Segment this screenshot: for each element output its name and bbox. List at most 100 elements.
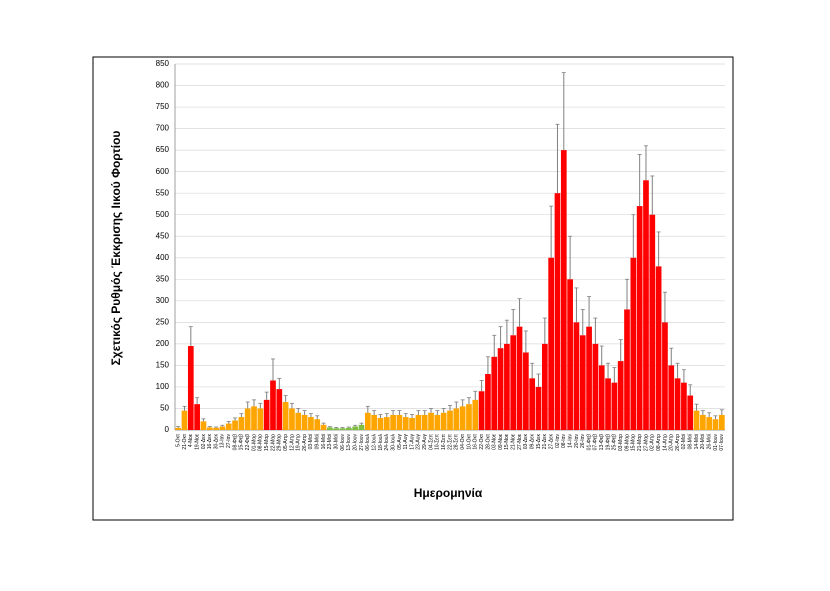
bar (586, 326, 592, 430)
y-tick-label: 400 (156, 253, 170, 262)
bar (668, 365, 675, 430)
x-tick-label: 17-Αυγ (409, 434, 415, 450)
bar (225, 423, 232, 430)
bar (200, 421, 207, 430)
bar (611, 382, 618, 430)
x-tick-label: 27-Ιουν (359, 434, 365, 451)
x-tick-label: 23-Αυγ (416, 434, 422, 450)
x-tick-label: 22-Οκτ (479, 434, 485, 450)
x-tick-label: 02-Απρ (650, 434, 656, 451)
x-tick-label: 01-Ιουν (713, 434, 719, 451)
x-tick-label: 08-Μαρ (258, 434, 264, 451)
bar (643, 180, 649, 430)
x-tick-label: 21-Νοε (511, 433, 517, 450)
bar (459, 406, 466, 430)
bar (485, 374, 491, 430)
y-tick-label: 500 (156, 210, 170, 219)
x-tick-label: 08-Φεβ (232, 434, 238, 450)
x-tick-label: 16-Δεκ (207, 434, 213, 450)
bar (510, 335, 517, 430)
x-tick-label: 26-Μαϊ (707, 433, 713, 449)
x-tick-label: 19-Απρ (296, 434, 302, 451)
bar (187, 346, 194, 430)
bar (377, 417, 384, 430)
bar (466, 404, 472, 430)
x-tick-label: 16-Μαϊ (321, 433, 327, 449)
chart-border (92, 56, 734, 521)
bar (301, 414, 308, 430)
bar (238, 417, 245, 430)
bar (605, 378, 611, 430)
bar (314, 419, 321, 430)
x-tick-label: 04-Σεπ (428, 433, 434, 450)
x-tick-label: 15-Μαρ (264, 434, 270, 451)
bar (548, 257, 554, 430)
y-tick-label: 100 (156, 382, 170, 391)
bar (364, 412, 371, 430)
x-tick-label: 13-Φεβ (599, 434, 605, 450)
bar (244, 408, 251, 430)
x-tick-label: 02-Μαϊ (681, 433, 687, 449)
x-tick-label: 19-Νοε (194, 433, 200, 450)
bar (219, 426, 226, 430)
x-tick-label: 04-Οκτ (460, 434, 466, 450)
x-tick-label: 14-Ιαν (567, 434, 573, 449)
x-tick-label: 08-Απρ (656, 434, 662, 451)
bar (497, 348, 504, 430)
x-tick-label: 07-Φεβ (593, 434, 599, 450)
x-axis-label: Ημερομηνία (414, 486, 483, 500)
y-tick-label: 600 (156, 167, 170, 176)
x-tick-label: 20-Ιαν (574, 434, 580, 449)
bar (232, 420, 238, 430)
x-tick-label: 02-Ιαν (555, 434, 561, 449)
y-tick-label: 150 (156, 361, 170, 370)
bar (289, 408, 295, 430)
bar (358, 424, 365, 430)
x-tick-label: 16-Οκτ (473, 434, 479, 450)
bar (339, 428, 346, 430)
x-tick-label: 08-Ιαν (561, 434, 567, 449)
bar (346, 427, 352, 430)
bar (251, 406, 257, 430)
x-tick-label: 20-Μαϊ (700, 433, 706, 449)
x-tick-label: 08-Μαϊ (688, 433, 694, 449)
bar (617, 361, 624, 430)
bar (598, 365, 605, 430)
x-tick-label: 09-Μαϊ (315, 433, 321, 449)
bar (706, 417, 713, 430)
bar (700, 414, 706, 430)
x-tick-label: 14-Απρ (662, 434, 668, 451)
y-tick-label: 350 (156, 274, 170, 283)
bar (371, 414, 377, 430)
bar (206, 427, 213, 430)
bar (383, 417, 390, 430)
bar (263, 399, 270, 430)
bar (649, 214, 656, 430)
bar (320, 424, 327, 430)
bar (276, 389, 283, 430)
y-tick-label: 50 (160, 404, 169, 413)
x-tick-label: 5-Οκτ (175, 434, 181, 447)
y-tick-label: 300 (156, 296, 170, 305)
bar (409, 417, 415, 430)
bar (630, 257, 637, 430)
x-tick-label: 30-Ιουλ (390, 434, 396, 451)
y-tick-label: 0 (165, 425, 170, 434)
bar (428, 412, 434, 430)
bar (504, 343, 510, 430)
bar (415, 414, 422, 430)
x-tick-label: 20-Ιουν (353, 434, 359, 451)
y-tick-label: 750 (156, 102, 170, 111)
x-tick-label: 15-Μαρ (631, 434, 637, 451)
y-tick-label: 650 (156, 145, 170, 154)
x-tick-label: 09-Μαρ (624, 434, 630, 451)
x-tick-label: 30-Δεκ (213, 434, 219, 450)
bar (712, 419, 719, 430)
x-tick-label: 22-Μαρ (270, 434, 276, 451)
bar (541, 343, 548, 430)
bar (624, 309, 630, 430)
bar (327, 427, 333, 430)
x-tick-label: 27-Νοε (517, 433, 523, 450)
x-tick-label: 15-Νοε (504, 433, 510, 450)
